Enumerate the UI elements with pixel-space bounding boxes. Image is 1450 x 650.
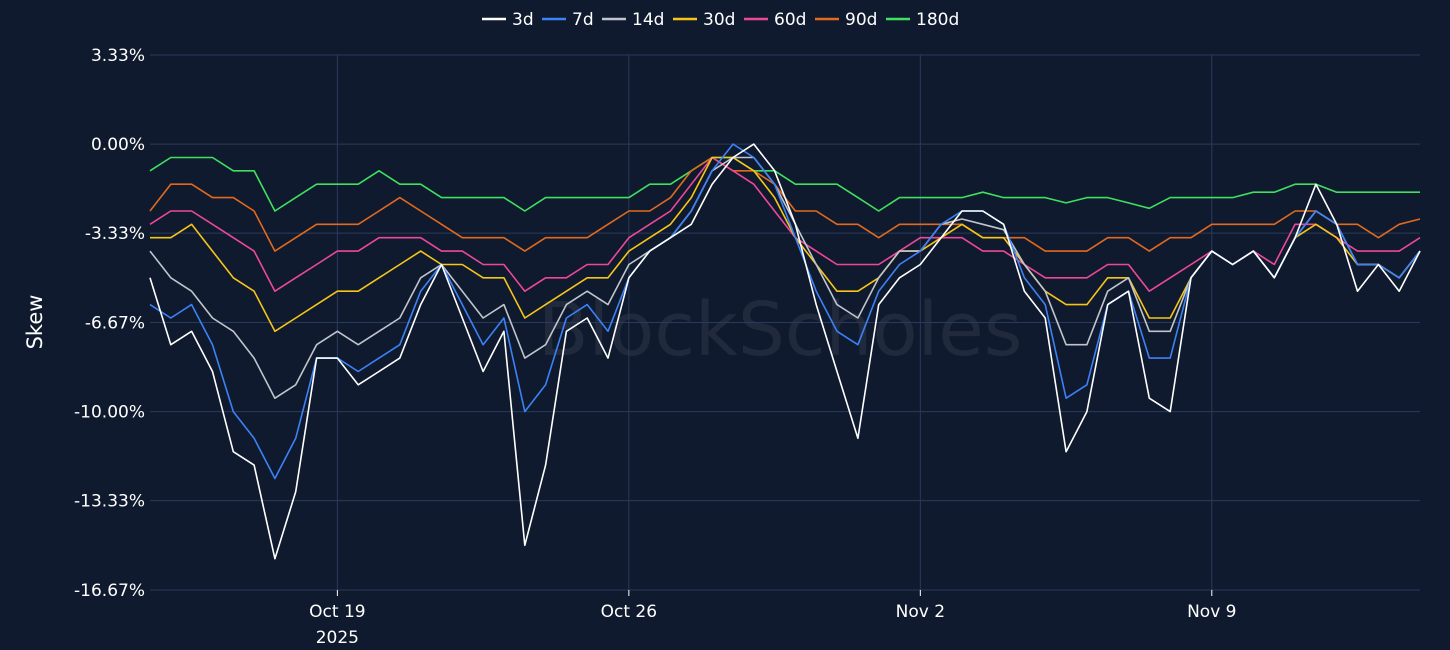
y-tick-label: -6.67% [85, 314, 145, 334]
x-tick-label: Nov 2 [896, 602, 945, 622]
legend-item-14d: 14d [602, 10, 664, 30]
series-lines [149, 143, 1421, 560]
series-line-60d [149, 156, 1421, 292]
legend-label: 90d [845, 10, 877, 30]
x-tick-label: Oct 26 [601, 602, 657, 622]
legend-label: 180d [916, 10, 959, 30]
x-tick-sublabel: 2025 [316, 628, 359, 648]
legend-item-30d: 30d [673, 10, 735, 30]
x-tick-label: Oct 19 [309, 602, 365, 622]
x-tick-label: Nov 9 [1187, 602, 1236, 622]
legend-label: 30d [703, 10, 735, 30]
legend-label: 14d [632, 10, 664, 30]
legend: 3d 7d 14d 30d 60d 90d 180d [482, 10, 959, 30]
series-line-3d [149, 143, 1421, 560]
y-tick-label: -10.00% [74, 403, 145, 423]
y-axis-title: Skew [23, 295, 47, 350]
watermark-text: BlockScholes [538, 287, 1023, 373]
y-tick-label: -3.33% [85, 224, 145, 244]
legend-item-3d: 3d [482, 10, 534, 30]
y-tick-label: -13.33% [74, 492, 145, 512]
y-tick-label: -16.67% [74, 581, 145, 601]
legend-item-180d: 180d [886, 10, 959, 30]
y-axis: 3.33% 0.00% -3.33% -6.67% -10.00% -13.33% -16.… [74, 46, 145, 601]
legend-item-60d: 60d [744, 10, 806, 30]
legend-label: 3d [512, 10, 534, 30]
legend-item-90d: 90d [815, 10, 877, 30]
series-line-180d [149, 156, 1420, 212]
legend-label: 7d [572, 10, 594, 30]
x-axis: Oct 19 2025 Oct 26 Nov 2 Nov 9 [309, 590, 1237, 648]
legend-item-7d: 7d [542, 10, 594, 30]
y-tick-label: 3.33% [91, 46, 145, 66]
grid-lines [150, 54, 1420, 591]
y-tick-label: 0.00% [91, 135, 145, 155]
legend-label: 60d [774, 10, 806, 30]
